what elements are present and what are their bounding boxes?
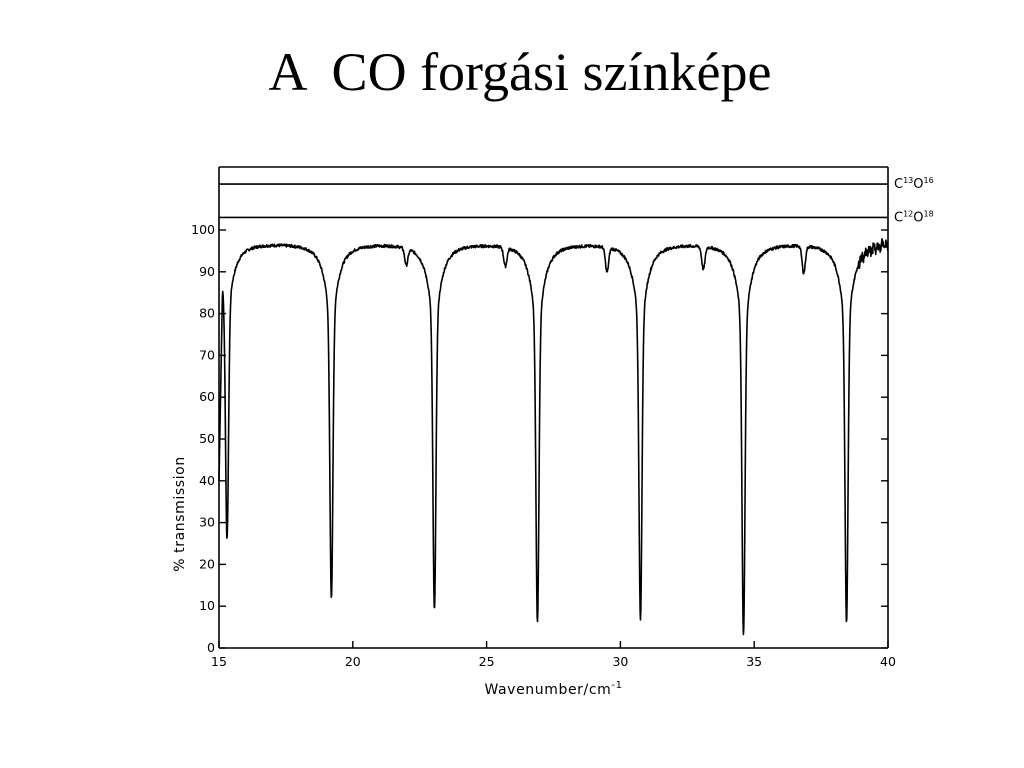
spectrum-line (218, 237, 889, 636)
y-tick-label: 0 (207, 640, 215, 655)
y-tick-label: 30 (199, 515, 215, 530)
y-tick-label: 50 (199, 431, 215, 446)
x-tick-label: 35 (746, 654, 762, 669)
x-tick-label: 20 (345, 654, 361, 669)
x-axis-ticks: 15 20 25 30 35 40 (211, 641, 896, 669)
reference-line-label: C13O16 (894, 176, 934, 192)
x-tick-label: 25 (479, 654, 495, 669)
y-tick-label: 10 (199, 598, 215, 613)
x-tick-label: 30 (612, 654, 628, 669)
y-axis-title: % transmission (172, 456, 188, 572)
y-tick-label: 100 (191, 222, 215, 237)
plot-frame (218, 166, 889, 649)
y-tick-label: 90 (199, 264, 215, 279)
y-tick-label: 40 (199, 473, 215, 488)
y-tick-label: 20 (199, 556, 215, 571)
x-tick-label: 40 (880, 654, 896, 669)
slide-title: A CO forgási színképe (268, 42, 772, 102)
x-axis-title: Wavenumber/cm-1 (484, 680, 622, 698)
y-tick-label: 80 (199, 306, 215, 321)
isotope-reference-lines: C13O16 C12O18 (219, 176, 934, 225)
y-tick-label: 60 (199, 389, 215, 404)
y-axis-ticks: 0 10 20 30 40 50 60 70 80 90 100 (191, 222, 888, 655)
x-tick-label: 15 (211, 654, 227, 669)
axis-labels: Wavenumber/cm-1 % transmission (172, 456, 622, 698)
reference-line-label: C12O18 (894, 209, 934, 225)
y-tick-label: 70 (199, 347, 215, 362)
